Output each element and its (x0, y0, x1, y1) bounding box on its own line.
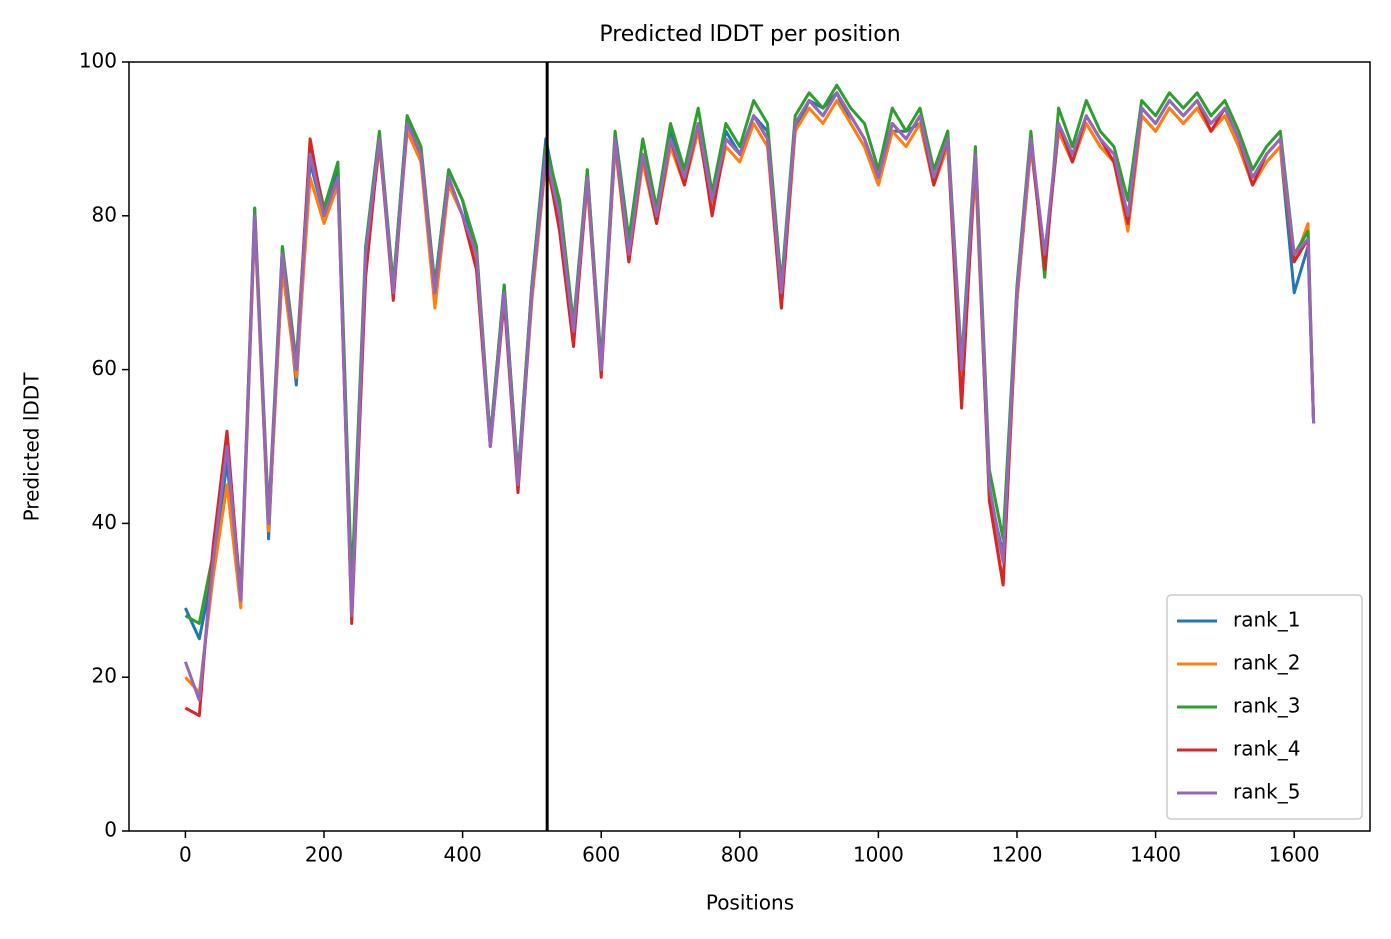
legend-label: rank_3 (1233, 694, 1300, 718)
x-tick-label: 400 (444, 843, 482, 867)
legend-label: rank_1 (1233, 608, 1300, 632)
y-tick-label: 20 (92, 664, 117, 688)
y-tick-label: 80 (92, 202, 117, 226)
y-tick-label: 60 (92, 356, 117, 380)
data-line (184, 99, 1316, 695)
x-tick-label: 200 (305, 843, 343, 867)
x-tick-label: 0 (179, 843, 192, 867)
y-tick-label: 100 (79, 49, 117, 73)
legend-label: rank_4 (1233, 737, 1300, 761)
x-tick-label: 600 (582, 843, 620, 867)
chart-title: Predicted lDDT per position (599, 22, 900, 47)
plot-frame (128, 61, 1371, 832)
y-axis-label: Predicted lDDT (20, 372, 44, 522)
x-tick-label: 800 (721, 843, 759, 867)
legend-label: rank_5 (1233, 780, 1300, 804)
x-tick-label: 1600 (1269, 843, 1320, 867)
x-tick-label: 1200 (992, 843, 1043, 867)
legend-label: rank_2 (1233, 651, 1300, 675)
data-line (183, 91, 1316, 702)
y-tick-label: 40 (92, 510, 117, 534)
y-tick-label: 0 (104, 818, 117, 842)
x-tick-label: 1400 (1130, 843, 1181, 867)
legend-box (1166, 594, 1363, 820)
x-tick-label: 1000 (853, 843, 904, 867)
x-axis-label: Positions (706, 891, 794, 915)
data-line (184, 91, 1316, 718)
